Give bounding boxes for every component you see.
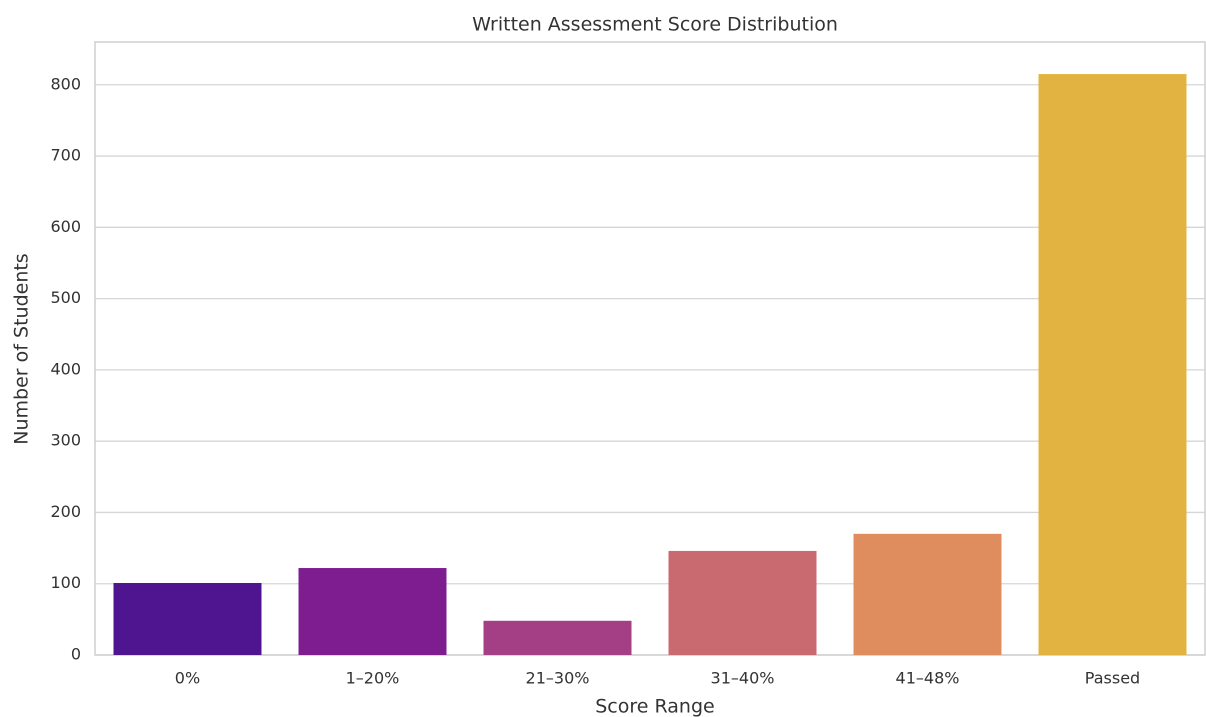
y-tick-label: 400 <box>50 359 81 378</box>
x-tick-label: 1–20% <box>346 669 400 688</box>
bar <box>483 620 632 655</box>
x-tick-label: Passed <box>1085 669 1140 688</box>
x-tick-label: 0% <box>175 669 200 688</box>
y-tick-label: 600 <box>50 217 81 236</box>
bar <box>113 583 262 655</box>
y-tick-label: 0 <box>71 645 81 664</box>
x-tick-label: 31–40% <box>711 669 775 688</box>
y-axis-label: Number of Students <box>11 253 33 444</box>
y-tick-label: 100 <box>50 573 81 592</box>
chart-title: Written Assessment Score Distribution <box>472 14 838 36</box>
x-tick-label: 21–30% <box>526 669 590 688</box>
y-tick-label: 700 <box>50 146 81 165</box>
bar <box>1038 74 1187 656</box>
bar <box>298 568 447 655</box>
plot-frame <box>94 41 1206 656</box>
x-tick-label: 41–48% <box>896 669 960 688</box>
y-tick-label: 200 <box>50 502 81 521</box>
x-axis-label: Score Range <box>595 696 714 717</box>
bar <box>668 550 817 655</box>
y-tick-label: 500 <box>50 288 81 307</box>
y-tick-label: 300 <box>50 431 81 450</box>
y-tick-label: 800 <box>50 74 81 93</box>
bar <box>853 533 1002 655</box>
